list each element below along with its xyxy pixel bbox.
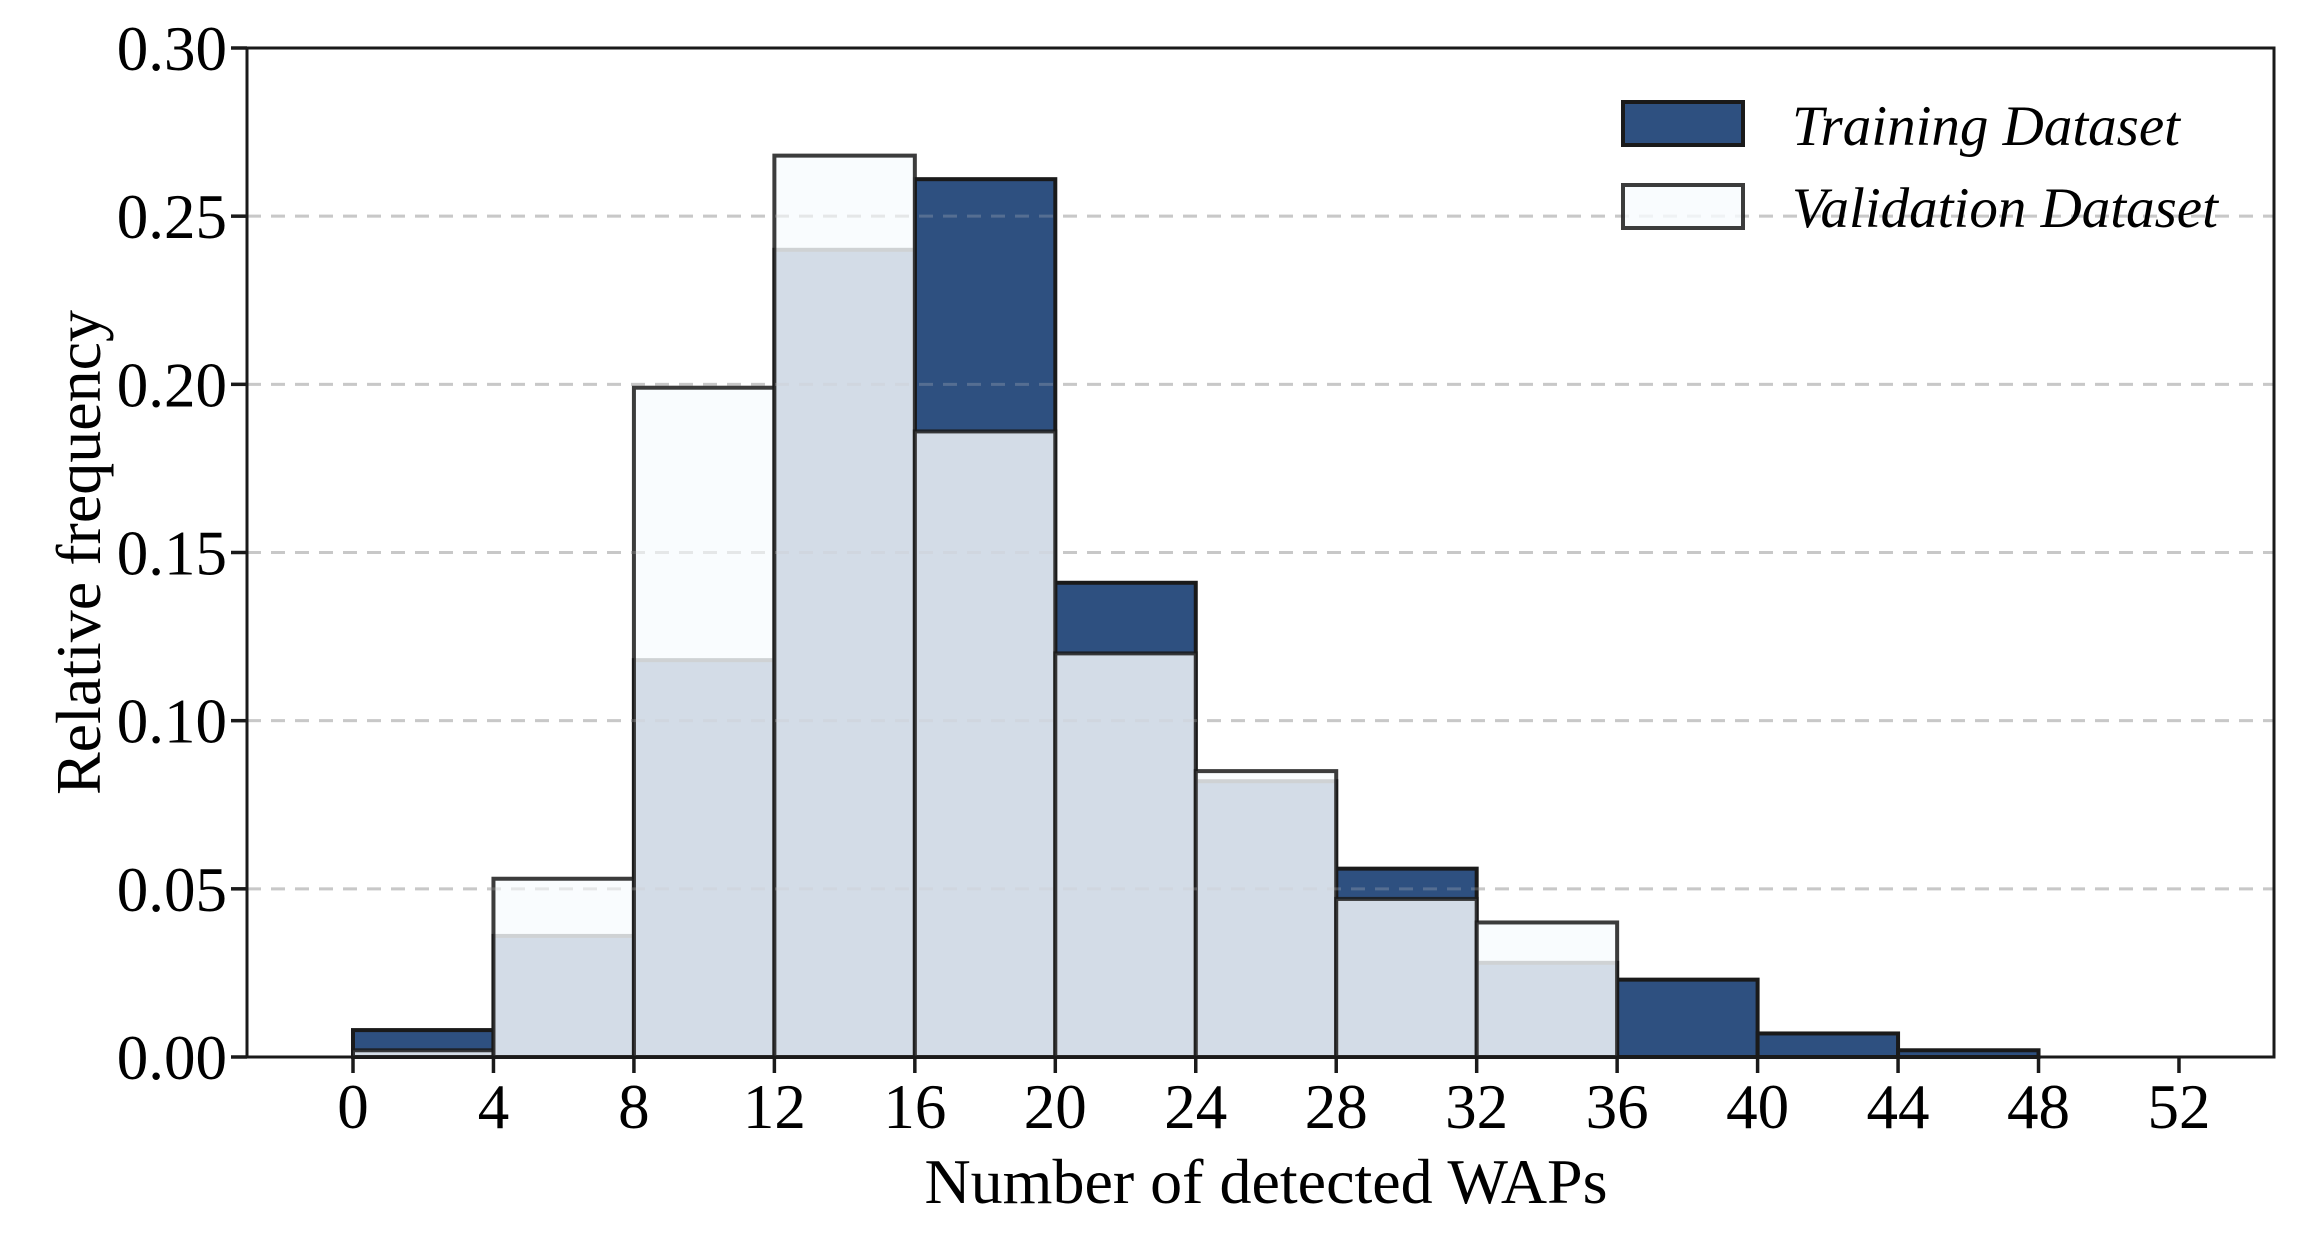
x-tick-label: 16 [883,1072,946,1142]
y-axis-label: Relative frequency [43,310,114,795]
validation-bar [1334,896,1479,1059]
validation-bar [1053,651,1198,1060]
training-bar [1755,1031,1901,1059]
x-tick-label: 12 [743,1072,806,1142]
y-tick-label: 0.00 [117,1023,227,1093]
x-tick-label: 0 [337,1072,369,1142]
x-tick-label: 36 [1586,1072,1649,1142]
x-axis-label: Number of detected WAPs [924,1146,1607,1217]
legend-label-training: Training Dataset [1792,95,2181,158]
x-tick-label: 4 [478,1072,510,1142]
x-tick-label: 28 [1305,1072,1368,1142]
y-tick-label: 0.25 [117,182,227,252]
y-tick-label: 0.20 [117,350,227,420]
y-tick-label: 0.10 [117,687,227,757]
y-tick-label: 0.30 [117,14,227,84]
training-bar [1615,977,1760,1059]
x-tick-label: 52 [2147,1072,2210,1142]
legend-swatch-validation [1621,183,1745,230]
legend-label-validation: Validation Dataset [1792,177,2219,240]
x-tick-label: 40 [1726,1072,1789,1142]
legend-swatch-training [1621,100,1745,147]
x-tick-label: 8 [618,1072,650,1142]
y-tick-label: 0.05 [117,855,227,925]
validation-bar [912,429,1058,1060]
x-tick-label: 48 [2007,1072,2070,1142]
x-tick-label: 32 [1445,1072,1508,1142]
x-tick-label: 44 [1867,1072,1930,1142]
validation-bar [491,876,636,1060]
validation-bar [1193,769,1339,1059]
x-tick-label: 20 [1024,1072,1087,1142]
validation-bar [772,153,917,1060]
y-tick-label: 0.15 [117,519,227,589]
x-tick-label: 24 [1164,1072,1227,1142]
validation-bar [1474,920,1620,1060]
validation-bar [631,385,777,1059]
